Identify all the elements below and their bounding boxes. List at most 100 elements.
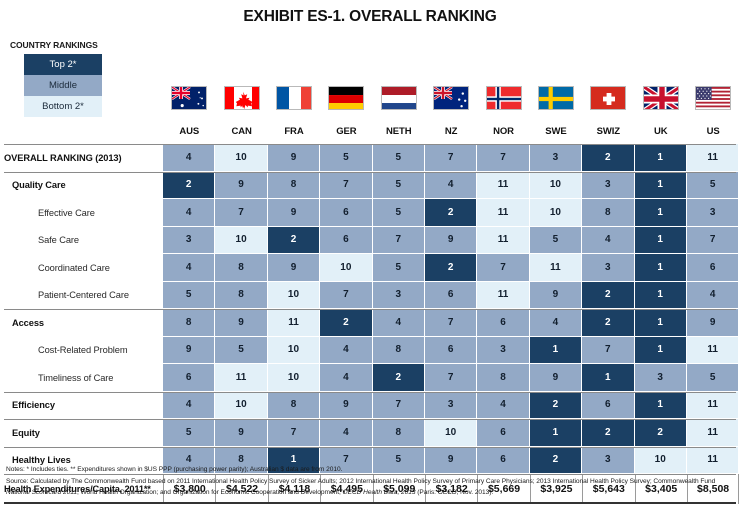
row-label: Cost-Related Problem (38, 345, 128, 356)
country-abbr-swiz: SWIZ (596, 126, 620, 137)
row-cells: 4 8 9 10 5 2 7 11 3 1 6 (163, 254, 740, 282)
source-line: Source: Calculated by The Commonwealth F… (6, 476, 734, 499)
rank-cell: 11 (477, 171, 530, 199)
rank-cell: 6 (163, 364, 216, 392)
rank-cell: 4 (424, 171, 478, 199)
australia-flag (171, 86, 208, 110)
rank-cell: 3 (424, 391, 478, 419)
country-abbr-row: AUS CAN FRA GER NETH NZ NOR SWE SWIZ UK US (163, 126, 739, 137)
rank-cell: 8 (215, 281, 268, 309)
country-abbr-uk: UK (653, 126, 668, 137)
rank-cell: 4 (320, 336, 373, 364)
rank-cell: 9 (424, 446, 478, 474)
row-label: Coordinated Care (38, 262, 110, 273)
rank-cell: 7 (320, 171, 373, 199)
row-cells: 5 8 10 7 3 6 11 9 2 1 4 (163, 281, 740, 309)
rank-cell: 6 (477, 309, 530, 337)
rank-cell: 2 (582, 281, 635, 309)
table-row: OVERALL RANKING (2013) 4 10 9 5 5 7 7 3 2 1 11 (0, 144, 740, 172)
rank-cell: 9 (686, 309, 740, 337)
rank-cell: 1 (634, 254, 687, 282)
row-cells: 9 5 10 4 8 6 3 1 7 1 11 (163, 336, 740, 364)
source-italic-scorecard: National Scorecard 2011 (6, 489, 77, 496)
page-title: EXHIBIT ES-1. OVERALL RANKING (243, 8, 497, 25)
ranking-table: OVERALL RANKING (2013) 4 10 9 5 5 7 7 3 2 1 11 Quali… (0, 144, 740, 504)
rank-cell: 10 (215, 144, 268, 172)
table-row: Cost-Related Problem 9 5 10 4 8 6 3 1 7 1 11 (0, 336, 740, 364)
rank-cell: 3 (634, 364, 687, 392)
rank-cell: 1 (634, 199, 687, 227)
rank-cell: 1 (634, 171, 687, 199)
rank-cell: 2 (529, 391, 583, 419)
rank-cell: 7 (320, 281, 373, 309)
rank-cell: 10 (424, 419, 478, 447)
table-row: Quality Care 2 9 8 7 5 4 11 10 3 1 5 (0, 171, 740, 199)
new-zealand-flag (433, 86, 470, 110)
table-row: Access 8 9 11 2 4 7 6 4 2 1 9 (0, 309, 740, 337)
rank-cell: 5 (686, 364, 740, 392)
rank-cell: 5 (529, 226, 583, 254)
rank-cell: 7 (320, 446, 373, 474)
rank-cell: 3 (163, 226, 216, 254)
expenditure-cell: $5,643 (582, 474, 634, 504)
rank-cell: 8 (372, 419, 425, 447)
rank-cell: 6 (320, 226, 373, 254)
country-abbr-nor: NOR (493, 126, 514, 137)
rank-cell: 1 (634, 309, 687, 337)
rank-cell: 7 (477, 254, 530, 282)
rank-cell: 5 (320, 144, 373, 172)
flag-cell (687, 86, 739, 110)
expenditure-cell: $3,800 (163, 474, 215, 504)
rank-cell: 10 (267, 281, 321, 309)
rank-cell: 1 (267, 446, 321, 474)
row-cells: 4 7 9 6 5 2 11 10 8 1 3 (163, 199, 740, 227)
row-cells: 4 10 9 5 5 7 7 3 2 1 11 (163, 144, 740, 172)
netherlands-flag (380, 86, 417, 110)
rank-cell: 6 (477, 419, 530, 447)
rank-cell: 10 (267, 336, 321, 364)
rank-cell: 11 (686, 419, 740, 447)
rank-cell: 7 (686, 226, 740, 254)
rank-cell: 8 (372, 336, 425, 364)
rank-cell: 6 (424, 281, 478, 309)
row-label: Healthy Lives (12, 455, 71, 466)
expenditure-cell: $8,508 (686, 474, 740, 504)
rank-cell: 2 (529, 446, 583, 474)
row-cells: 2 9 8 7 5 4 11 10 3 1 5 (163, 171, 740, 199)
expenditure-cell: $4,495 (320, 474, 372, 504)
rank-cell: 9 (215, 171, 268, 199)
rank-cell: 3 (582, 171, 635, 199)
rank-cell: 5 (372, 254, 425, 282)
rank-cell: 11 (686, 391, 740, 419)
rank-cell: 8 (267, 391, 321, 419)
expenditure-cell: $3,182 (424, 474, 477, 504)
sweden-flag (537, 86, 574, 110)
notes-line: Notes: * Includes ties. ** Expenditures … (6, 466, 343, 473)
rank-cell: 1 (582, 364, 635, 392)
rank-cell: 7 (582, 336, 635, 364)
rank-cell: 9 (424, 226, 478, 254)
rank-cell: 8 (215, 446, 268, 474)
expenditure-cell: $3,925 (529, 474, 582, 504)
rank-cell: 8 (267, 171, 321, 199)
rank-cell: 10 (634, 446, 687, 474)
rank-cell: 4 (163, 199, 216, 227)
legend: COUNTRY RANKINGS Top 2* Middle Bottom 2* (10, 40, 105, 117)
country-abbr-can: CAN (231, 126, 252, 137)
rank-cell: 11 (686, 336, 740, 364)
flag-cell (320, 86, 372, 110)
rank-cell: 9 (215, 309, 268, 337)
rank-cell: 8 (477, 364, 530, 392)
country-abbr-ger: GER (336, 126, 357, 137)
row-label: Access (12, 317, 44, 328)
country-abbr-aus: AUS (179, 126, 200, 137)
rank-cell: 6 (320, 199, 373, 227)
rank-cell: 6 (477, 446, 530, 474)
row-cells: 5 9 7 4 8 10 6 1 2 2 11 (163, 419, 740, 447)
rank-cell: 4 (529, 309, 583, 337)
united-kingdom-flag (642, 86, 679, 110)
table-row: Safe Care 3 10 2 6 7 9 11 5 4 1 7 (0, 226, 740, 254)
rank-cell: 2 (372, 364, 425, 392)
germany-flag (328, 86, 365, 110)
rank-cell: 2 (582, 419, 635, 447)
